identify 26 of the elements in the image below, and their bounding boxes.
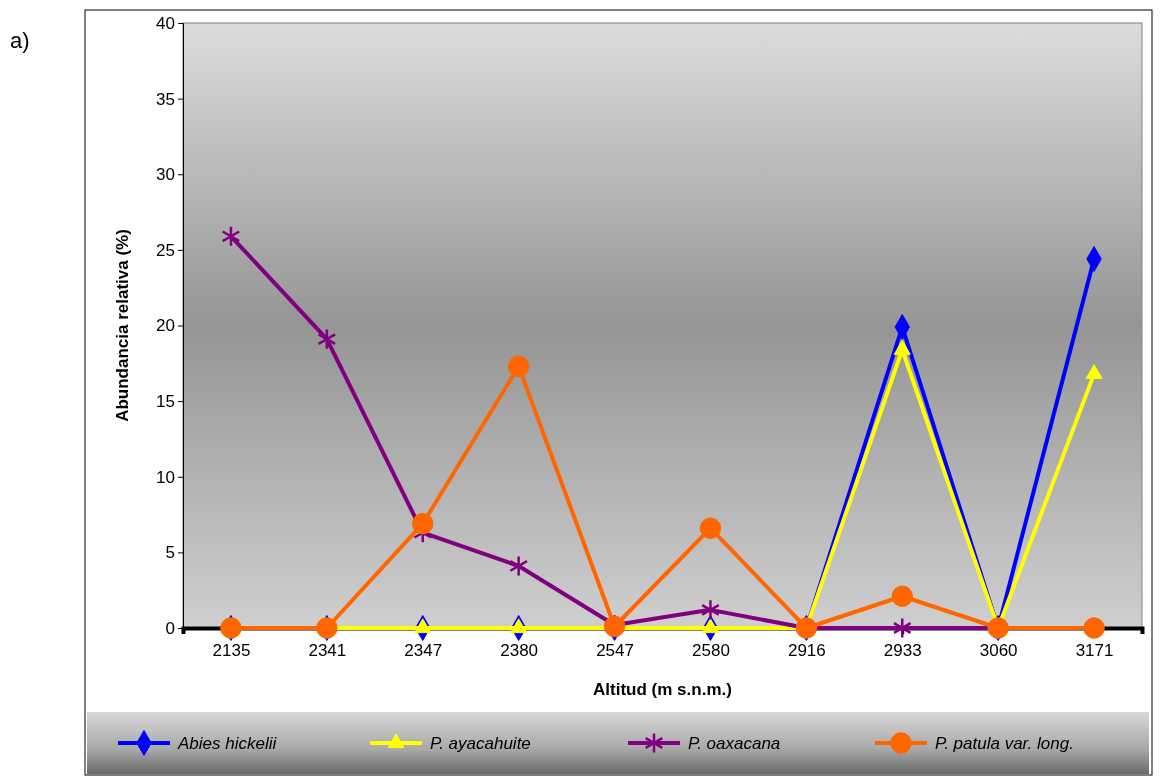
legend-label: P. ayacahuite [430, 734, 531, 753]
y-tick-label: 25 [156, 240, 175, 260]
y-tick-label: 35 [156, 89, 175, 109]
x-tick-label: 2341 [308, 641, 347, 661]
y-tick-label: 0 [165, 618, 175, 638]
x-tick-label: 2547 [596, 641, 634, 661]
x-tick-label: 3171 [1075, 641, 1114, 661]
y-tick-label: 30 [156, 165, 175, 185]
y-tick-label: 5 [165, 543, 175, 563]
y-tick-label: 15 [156, 392, 175, 412]
y-tick-label: 20 [156, 316, 175, 336]
x-tick-label: 2916 [787, 641, 826, 661]
legend-label: P. oaxacana [688, 734, 781, 753]
x-tick-label: 2135 [212, 641, 251, 661]
x-tick-label: 2933 [883, 641, 922, 661]
y-axis-title: Abundancia relativa (%) [113, 229, 132, 422]
x-tick-label: 2380 [500, 641, 539, 661]
legend-label: P. patula var. long. [935, 734, 1074, 753]
y-tick-label: 10 [156, 467, 175, 487]
x-tick-label: 2580 [692, 641, 730, 661]
text: a) [10, 28, 30, 53]
y-tick-label: 40 [156, 13, 175, 33]
legend-label: Abies hickelii [177, 734, 278, 753]
x-axis-title: Altitud (m s.n.m.) [593, 680, 732, 699]
x-tick-label: 3060 [979, 641, 1018, 661]
x-tick-label: 2347 [404, 641, 443, 661]
